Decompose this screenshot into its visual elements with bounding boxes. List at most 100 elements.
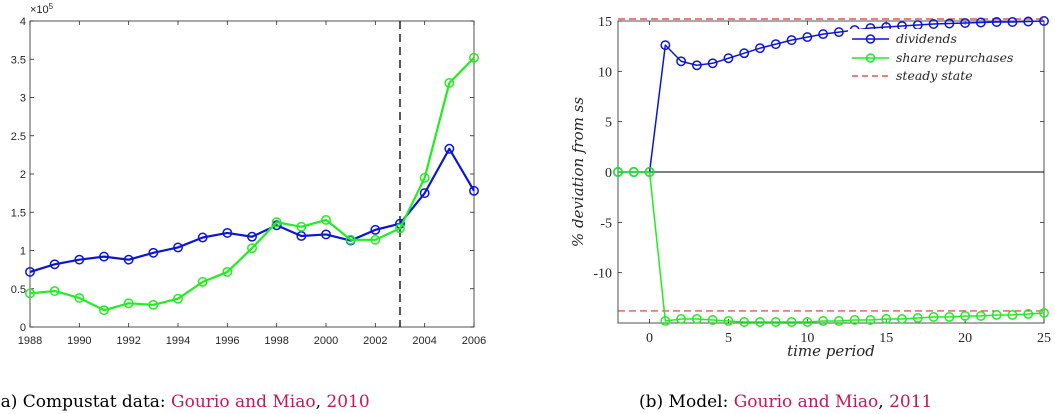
right-point-dividends (1039, 16, 1049, 26)
right-point-dividends (991, 17, 1002, 27)
right-point-repurchases (644, 167, 655, 177)
right-point-repurchases (628, 167, 639, 177)
right-point-repurchases (865, 315, 876, 325)
left-point-dividends (296, 231, 307, 241)
right-xtick-label: 15 (879, 331, 893, 346)
legend-label-dividends: dividends (896, 31, 957, 46)
right-point-repurchases (691, 314, 702, 324)
right-xtick-label: 10 (800, 331, 814, 346)
left-ytick-label: 3.5 (11, 54, 26, 66)
left-point-repurchases (444, 78, 455, 88)
left-point-dividends (25, 266, 35, 277)
right-point-repurchases (833, 316, 844, 326)
left-chart: 00.511.522.533.54 1988 1990 1992 1994 1996 19… (11, 2, 487, 347)
left-y-axis: 0 0.5 1 1.5 2 2.5 3 3.5 4 (11, 16, 474, 334)
left-series-repurchases (29, 56, 475, 312)
right-point-repurchases (897, 314, 907, 324)
left-point-repurchases (197, 276, 208, 287)
right-ytick-label: 10 (598, 65, 612, 80)
left-point-repurchases (49, 286, 60, 296)
right-point-dividends (723, 53, 734, 64)
right-xtick-label: 0 (646, 331, 653, 346)
right-ytick-label: 15 (598, 15, 612, 30)
right-point-repurchases (660, 316, 671, 326)
left-ytick-label: 4 (20, 16, 26, 28)
left-point-dividends (222, 227, 233, 238)
right-caption: (b) Model: Gourio and Miao, 2011 (639, 392, 932, 412)
left-point-repurchases (25, 288, 35, 299)
right-point-repurchases (802, 317, 813, 327)
legend-label-steady-state: steady state (896, 68, 973, 83)
right-y-axis-label: % deviation from ss (569, 97, 587, 247)
right-point-repurchases (944, 312, 955, 322)
left-point-dividends (247, 231, 257, 242)
left-point-repurchases (345, 234, 356, 245)
left-point-repurchases (123, 298, 134, 309)
left-ytick-label: 3 (20, 93, 26, 105)
right-point-repurchases (613, 167, 623, 177)
left-point-dividends (419, 188, 430, 199)
right-point-repurchases (739, 317, 750, 327)
left-ytick-label: 1 (20, 246, 26, 258)
left-point-dividends (148, 247, 159, 258)
left-ytick-label: 0 (20, 322, 26, 334)
right-point-repurchases (786, 317, 797, 327)
left-point-repurchases (395, 223, 405, 234)
left-caption-year[interactable]: 2010 (326, 392, 369, 412)
right-point-repurchases (881, 314, 892, 324)
left-xtick-label: 2006 (462, 335, 486, 347)
right-x-axis: 0 5 10 15 20 25 (646, 21, 1051, 346)
left-ytick-label: 2.5 (11, 131, 26, 143)
left-point-dividends (49, 259, 60, 270)
right-point-repurchases (991, 309, 1002, 320)
left-point-repurchases (271, 217, 282, 228)
left-point-repurchases (222, 266, 233, 277)
right-caption-authors[interactable]: Gourio and Miao (734, 392, 879, 412)
right-point-dividends (676, 56, 687, 67)
right-plot-area (613, 16, 1049, 327)
right-point-repurchases (1007, 309, 1018, 320)
right-xtick-label: 20 (958, 331, 972, 346)
right-point-dividends (660, 40, 671, 51)
left-point-dividends (444, 143, 455, 154)
right-point-repurchases (707, 315, 718, 325)
right-point-repurchases (676, 314, 687, 324)
right-point-dividends (1023, 16, 1034, 27)
legend-box (848, 29, 1004, 111)
right-series-repurchases (618, 171, 1045, 323)
right-point-repurchases (1039, 307, 1049, 318)
right-series-dividends (618, 20, 1045, 173)
right-x-axis-label: time period (787, 342, 875, 360)
right-point-dividends (1007, 17, 1018, 27)
right-xtick-label: 25 (1037, 331, 1051, 346)
right-point-dividends (944, 18, 955, 29)
right-point-dividends (786, 35, 797, 46)
left-xtick-label: 2004 (412, 335, 436, 347)
left-point-repurchases (469, 52, 479, 63)
right-legend: dividends share repurchases steady state (848, 29, 1013, 111)
left-xtick-label: 1994 (166, 335, 190, 347)
right-point-dividends (975, 17, 986, 28)
right-point-repurchases (770, 317, 781, 327)
left-point-repurchases (74, 292, 85, 303)
left-caption-authors[interactable]: Gourio and Miao (171, 392, 316, 412)
left-ytick-label: 0.5 (11, 284, 26, 296)
left-point-dividends (99, 251, 109, 262)
legend-marker-repurchases (865, 53, 876, 63)
right-ytick-label: -10 (593, 267, 612, 282)
left-point-repurchases (99, 305, 109, 316)
right-point-dividends (960, 18, 971, 28)
right-point-repurchases (818, 316, 829, 326)
left-point-repurchases (370, 234, 381, 245)
left-point-repurchases (419, 172, 430, 183)
right-ytick-label: -5 (600, 216, 612, 231)
left-point-dividends (370, 224, 381, 235)
right-point-repurchases (723, 316, 734, 326)
right-caption-year[interactable]: 2011 (889, 392, 932, 412)
right-point-repurchases (1023, 308, 1034, 319)
left-xtick-label: 2002 (363, 335, 387, 347)
right-point-dividends (691, 60, 702, 71)
right-point-repurchases (975, 311, 986, 321)
right-ytick-label: 0 (605, 166, 612, 181)
